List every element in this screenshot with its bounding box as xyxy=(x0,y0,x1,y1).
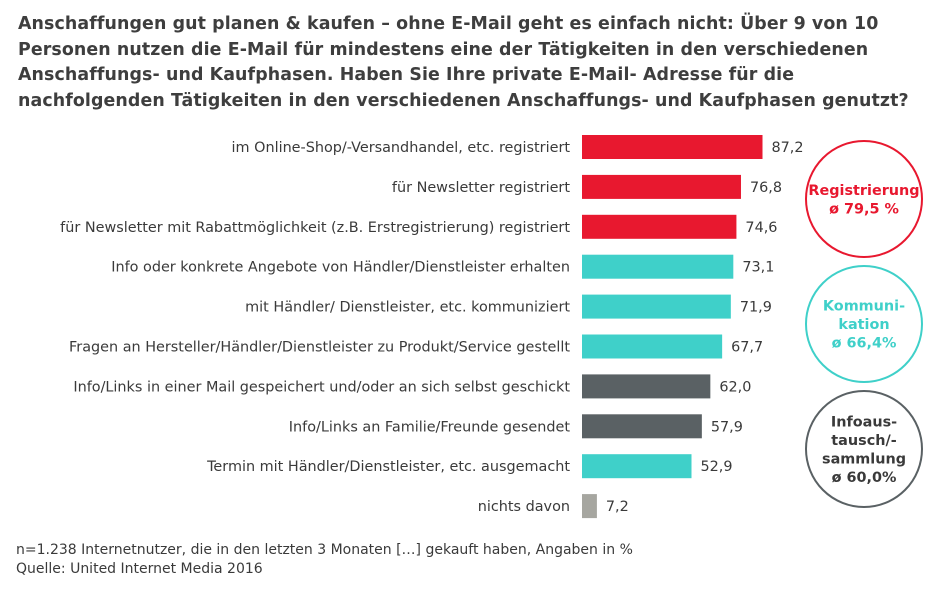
bar-infoaustausch xyxy=(582,374,711,399)
group-circle-text: Infoaus- xyxy=(831,414,897,430)
value-label: 7,2 xyxy=(606,499,629,515)
group-circle-text: ø 66,4% xyxy=(832,336,897,352)
bar-kommunikation xyxy=(582,254,734,279)
group-circle-text: kation xyxy=(838,317,889,333)
footnote-source: Quelle: United Internet Media 2016 xyxy=(16,561,263,577)
group-circle-infoaustausch xyxy=(805,390,923,508)
value-label: 74,6 xyxy=(745,220,777,236)
value-label: 76,8 xyxy=(750,180,782,196)
group-circle-text: Registrierung xyxy=(808,183,919,199)
group-circles-layer: Registrierung ø 79,5 % Kommuni-kation ø 66,… xyxy=(805,140,923,508)
category-label: Fragen an Hersteller/Händler/Dienstleist… xyxy=(69,340,570,356)
bar-kommunikation xyxy=(582,334,723,359)
value-label: 67,7 xyxy=(731,340,763,356)
group-circle-text: ø 60,0% xyxy=(832,470,897,486)
group-circle-kommunikation xyxy=(805,265,923,383)
value-label: 73,1 xyxy=(742,260,774,276)
footnote-sample: n=1.238 Internetnutzer, die in den letzt… xyxy=(16,542,633,558)
group-circle-text: sammlung xyxy=(822,451,906,467)
group-circle-text: ø 79,5 % xyxy=(829,201,899,217)
bar-kommunikation xyxy=(582,454,692,479)
category-label: Info/Links an Familie/Freunde gesendet xyxy=(289,419,571,435)
group-circle-text: Kommuni- xyxy=(823,299,905,315)
group-circle-text: tausch/- xyxy=(831,433,896,449)
category-label: Info oder konkrete Angebote von Händler/… xyxy=(111,260,570,276)
category-label: Termin mit Händler/Dienstleister, etc. a… xyxy=(206,459,570,475)
value-label: 57,9 xyxy=(711,419,743,435)
bar-registrierung xyxy=(582,135,763,159)
value-label: 62,0 xyxy=(719,379,751,395)
bar-infoaustausch xyxy=(582,414,702,439)
group-circle-registrierung xyxy=(805,140,923,258)
bar-none xyxy=(582,494,597,519)
category-label: mit Händler/ Dienstleister, etc. kommuni… xyxy=(245,300,570,316)
bars-layer: im Online-Shop/-Versandhandel, etc. regi… xyxy=(60,135,804,519)
category-label: für Newsletter mit Rabattmöglichkeit (z.… xyxy=(60,220,570,236)
value-label: 87,2 xyxy=(772,140,804,156)
chart-title: Anschaffungen gut planen & kaufen – ohne… xyxy=(18,14,909,111)
value-label: 52,9 xyxy=(701,459,733,475)
footnote: n=1.238 Internetnutzer, die in den letzt… xyxy=(16,541,916,579)
category-label: nichts davon xyxy=(478,499,570,515)
bar-registrierung xyxy=(582,174,741,199)
category-label: für Newsletter registriert xyxy=(392,180,570,196)
value-label: 71,9 xyxy=(740,300,772,316)
category-label: Info/Links in einer Mail gespeichert und… xyxy=(73,379,570,395)
category-label: im Online-Shop/-Versandhandel, etc. regi… xyxy=(232,140,571,156)
bar-registrierung xyxy=(582,214,737,239)
bar-chart: im Online-Shop/-Versandhandel, etc. regi… xyxy=(60,135,923,519)
bar-kommunikation xyxy=(582,294,731,319)
